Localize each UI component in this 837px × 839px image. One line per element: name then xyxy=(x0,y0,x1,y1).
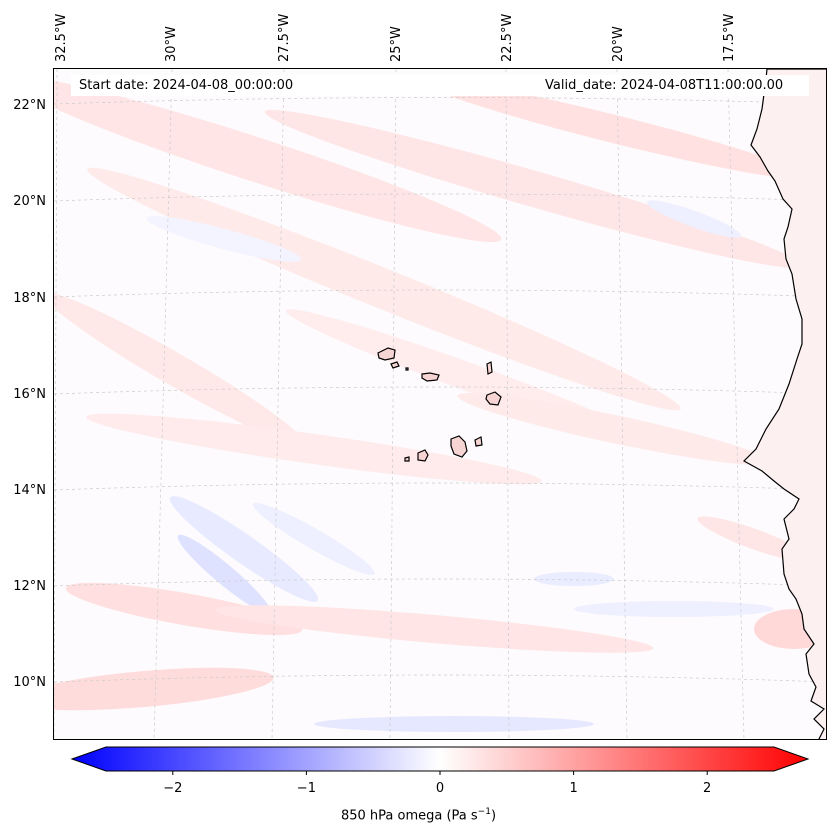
colorbar-label: 850 hPa omega (Pa s−1) xyxy=(0,807,837,823)
lat-label-18n: 18°N xyxy=(13,291,46,306)
lat-label-12n: 12°N xyxy=(13,579,46,594)
lon-label-27-5w: 27.5°W xyxy=(277,13,292,62)
lon-label-22-5w: 22.5°W xyxy=(500,13,515,62)
lat-label-20n: 20°N xyxy=(13,194,46,209)
colorbar-label-main: 850 hPa omega (Pa s xyxy=(340,808,478,824)
start-date-label: Start date: 2024-04-08_00:00:00 xyxy=(79,78,294,93)
lon-label-32-5w: 32.5°W xyxy=(54,13,69,62)
colorbar-tick-2: 2 xyxy=(703,781,712,796)
lat-label-16n: 16°N xyxy=(13,387,46,402)
lon-label-17-5w: 17.5°W xyxy=(722,13,737,62)
colorbar xyxy=(70,746,810,775)
lat-label-14n: 14°N xyxy=(13,483,46,498)
date-annotation-box xyxy=(71,75,809,96)
colorbar-tick-neg2: −2 xyxy=(163,781,183,796)
valid-date-label: Valid_date: 2024-04-08T11:00:00.00 xyxy=(545,78,784,93)
colorbar-tick-neg1: −1 xyxy=(296,781,316,796)
omega-field xyxy=(54,75,826,732)
colorbar-tick-1: 1 xyxy=(569,781,578,796)
colorbar-label-end: ) xyxy=(490,808,497,824)
map-panel[interactable] xyxy=(53,68,827,740)
cape-verde-islands xyxy=(377,347,502,462)
map-field-svg xyxy=(54,69,826,739)
lon-label-20w: 20°W xyxy=(611,26,626,62)
lat-label-22n: 22°N xyxy=(13,98,46,113)
colorbar-body xyxy=(70,746,810,772)
lat-label-10n: 10°N xyxy=(13,675,46,690)
africa-coastline xyxy=(743,69,826,739)
lon-label-30w: 30°W xyxy=(164,26,179,62)
graticule xyxy=(54,69,826,739)
colorbar-label-sup: −1 xyxy=(477,807,491,817)
colorbar-tick-0: 0 xyxy=(435,781,445,796)
lon-label-25w: 25°W xyxy=(389,26,404,62)
